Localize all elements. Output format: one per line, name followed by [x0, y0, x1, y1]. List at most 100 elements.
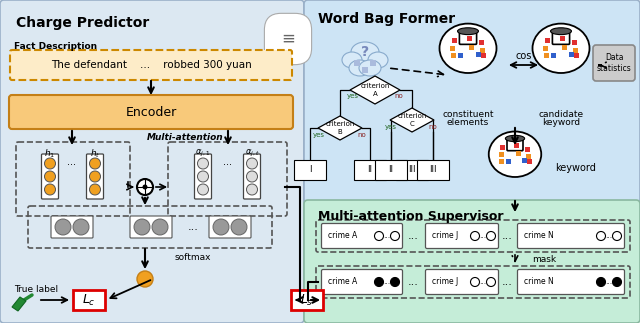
Circle shape	[470, 277, 479, 287]
Text: criterion
A: criterion A	[360, 84, 390, 97]
Text: ...: ...	[479, 277, 486, 287]
FancyBboxPatch shape	[304, 200, 640, 323]
Text: II: II	[367, 165, 372, 174]
Text: $\alpha_{j,t}$: $\alpha_{j,t}$	[244, 148, 259, 159]
Text: Charge Predictor: Charge Predictor	[16, 16, 149, 30]
Bar	[516, 151, 521, 156]
Circle shape	[596, 232, 605, 241]
Text: no: no	[429, 124, 437, 130]
Bar	[561, 36, 565, 41]
Circle shape	[470, 232, 479, 241]
Text: Multi-attention Supervisor: Multi-attention Supervisor	[318, 210, 504, 223]
Circle shape	[612, 232, 621, 241]
Text: II: II	[388, 165, 394, 174]
Bar	[525, 147, 530, 151]
Text: ...: ...	[67, 157, 77, 167]
Ellipse shape	[440, 24, 497, 73]
Bar	[526, 153, 531, 159]
FancyBboxPatch shape	[86, 154, 104, 199]
Ellipse shape	[550, 28, 572, 35]
FancyBboxPatch shape	[9, 95, 293, 129]
Bar	[572, 40, 577, 45]
Bar	[499, 159, 504, 164]
Polygon shape	[12, 297, 26, 311]
Bar	[499, 152, 504, 157]
Text: Fact Description: Fact Description	[14, 42, 97, 51]
Text: $L_s$: $L_s$	[300, 292, 314, 307]
Bar	[551, 53, 556, 58]
FancyBboxPatch shape	[426, 269, 499, 295]
FancyBboxPatch shape	[507, 138, 523, 151]
Text: Word Bag Former: Word Bag Former	[318, 12, 455, 26]
Text: III: III	[429, 165, 436, 174]
Bar	[354, 60, 360, 66]
Bar	[515, 143, 519, 148]
Ellipse shape	[359, 60, 381, 76]
Text: crime A: crime A	[328, 232, 357, 241]
FancyBboxPatch shape	[321, 224, 403, 248]
Bar	[506, 159, 511, 164]
Text: ...: ...	[479, 232, 486, 241]
Circle shape	[90, 158, 100, 169]
FancyBboxPatch shape	[321, 269, 403, 295]
Bar	[370, 60, 376, 66]
FancyBboxPatch shape	[426, 224, 499, 248]
Bar	[500, 145, 505, 150]
Circle shape	[390, 232, 399, 241]
Circle shape	[390, 277, 399, 287]
Text: ?: ?	[361, 45, 369, 59]
Ellipse shape	[489, 131, 541, 177]
Circle shape	[198, 171, 209, 182]
Ellipse shape	[349, 60, 371, 76]
Circle shape	[486, 277, 495, 287]
Circle shape	[134, 219, 150, 235]
Text: yes: yes	[347, 93, 359, 99]
Bar	[476, 52, 481, 57]
Text: criterion
B: criterion B	[325, 121, 355, 134]
Bar	[451, 46, 455, 51]
Text: Data
statistics: Data statistics	[596, 53, 632, 73]
Polygon shape	[318, 116, 362, 140]
Text: softmax: softmax	[175, 253, 211, 262]
Circle shape	[137, 179, 153, 195]
Text: no: no	[358, 132, 366, 138]
Circle shape	[152, 219, 168, 235]
FancyBboxPatch shape	[195, 154, 211, 199]
Text: ...: ...	[223, 157, 232, 167]
Bar	[451, 53, 456, 58]
Text: ...: ...	[605, 277, 612, 287]
FancyBboxPatch shape	[209, 216, 251, 238]
Bar	[417, 160, 449, 180]
Ellipse shape	[532, 24, 589, 73]
Bar	[544, 53, 549, 58]
FancyBboxPatch shape	[552, 31, 570, 44]
Circle shape	[45, 184, 56, 195]
Circle shape	[90, 171, 100, 182]
Text: ...: ...	[188, 222, 198, 232]
Text: elements: elements	[447, 118, 489, 127]
Bar	[469, 45, 474, 50]
Text: no: no	[395, 93, 403, 99]
Ellipse shape	[351, 42, 379, 62]
FancyBboxPatch shape	[593, 45, 635, 81]
Circle shape	[612, 277, 621, 287]
Text: ≡: ≡	[281, 30, 295, 48]
Bar	[481, 53, 486, 58]
Bar	[569, 52, 574, 57]
Text: keyword: keyword	[542, 118, 580, 127]
Text: ...: ...	[502, 277, 513, 287]
Text: Multi-attention: Multi-attention	[147, 133, 223, 142]
Text: yes: yes	[313, 132, 325, 138]
Circle shape	[231, 219, 247, 235]
FancyBboxPatch shape	[42, 154, 58, 199]
Text: The defendant    ...    robbed 300 yuan: The defendant ... robbed 300 yuan	[51, 60, 252, 70]
Text: III: III	[408, 165, 416, 174]
Bar	[452, 38, 457, 43]
Text: I: I	[308, 165, 311, 174]
Text: $L_c$: $L_c$	[82, 292, 96, 307]
Text: crime J: crime J	[432, 277, 458, 287]
Text: $\alpha_{j,1}$: $\alpha_{j,1}$	[195, 148, 211, 159]
Bar	[480, 48, 485, 53]
Text: candidate: candidate	[538, 110, 584, 119]
Circle shape	[143, 184, 147, 190]
